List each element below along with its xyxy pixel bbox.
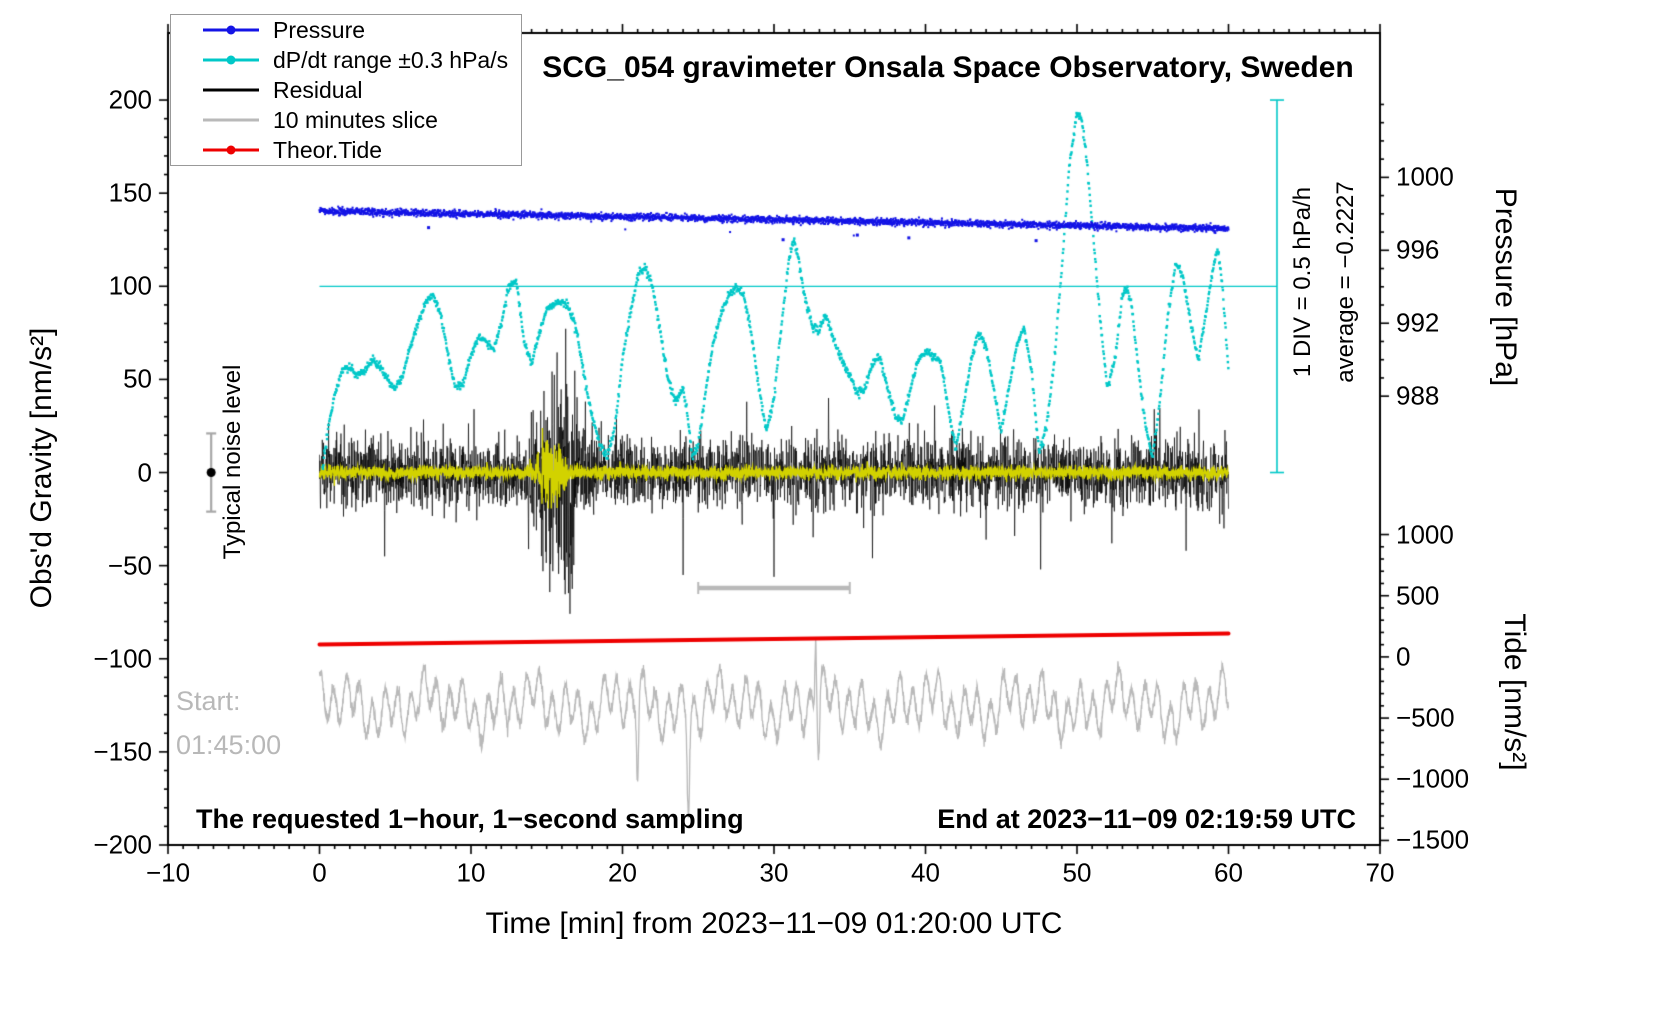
pressure-marker-icon	[203, 15, 259, 45]
tick-label: −100	[93, 643, 152, 674]
legend-item-pressure: Pressure	[171, 15, 521, 45]
start-time: 01:45:00	[176, 730, 282, 760]
tick-label: 1000	[1396, 519, 1454, 550]
tick-label: 500	[1396, 580, 1440, 611]
tick-label: 200	[108, 84, 152, 115]
tick-label: 50	[123, 363, 152, 394]
slice-marker-icon	[203, 105, 259, 135]
tick-label: 150	[108, 177, 152, 208]
tick-label: 70	[1365, 857, 1395, 888]
tick-label: −150	[93, 736, 152, 767]
div-scale-label: 1 DIV = 0.5 hPa/h	[1289, 186, 1316, 378]
residual-marker-icon	[203, 75, 259, 105]
average-label: average = −0.2227	[1332, 181, 1359, 383]
legend-item-residual: Residual	[171, 75, 521, 105]
y-axis-title-pressure: Pressure [hPa]	[1489, 187, 1522, 387]
tick-label: 0	[312, 857, 327, 888]
dpdt-marker-icon	[203, 45, 259, 75]
tick-label: 30	[759, 857, 789, 888]
tick-label: −200	[93, 829, 152, 860]
y-axis-title-gravity: Obs'd Gravity [nm/s²]	[25, 327, 58, 609]
tick-label: 20	[608, 857, 637, 888]
tide-marker-icon	[203, 135, 259, 165]
legend-label: Pressure	[273, 16, 366, 43]
x-axis-title: Time [min] from 2023−11−09 01:20:00 UTC	[485, 907, 1063, 940]
tick-label: −10	[145, 857, 191, 888]
tick-label: −50	[107, 550, 152, 581]
tick-label: 60	[1214, 857, 1243, 888]
tick-label: 10	[456, 857, 486, 888]
tick-label: 1000	[1396, 161, 1454, 192]
sampling-note: The requested 1−hour, 1−second sampling	[196, 804, 744, 834]
tick-label: 988	[1396, 380, 1440, 411]
legend-item-tide: Theor.Tide	[171, 135, 521, 165]
legend-label: Residual	[273, 76, 363, 103]
tick-label: 50	[1062, 857, 1092, 888]
end-time-note: End at 2023−11−09 02:19:59 UTC	[937, 804, 1356, 834]
tick-label: 100	[108, 270, 152, 301]
legend-item-slice: 10 minutes slice	[171, 105, 521, 135]
tick-label: 40	[911, 857, 940, 888]
tick-label: −1000	[1396, 763, 1470, 794]
tick-label: 996	[1396, 234, 1440, 265]
start-label: Start:	[176, 686, 241, 716]
tick-label: −1500	[1396, 824, 1470, 855]
y-axis-title-tide: Tide [nm/s²]	[1498, 613, 1531, 771]
legend-label: Theor.Tide	[273, 136, 383, 163]
tick-label: 0	[137, 457, 152, 488]
legend-label: dP/dt range ±0.3 hPa/s	[273, 46, 509, 73]
legend-box: Pressure dP/dt range ±0.3 hPa/s Residual…	[170, 14, 522, 166]
legend-label: 10 minutes slice	[273, 106, 438, 133]
chart-title: SCG_054 gravimeter Onsala Space Observat…	[542, 51, 1354, 84]
typical-noise-level-label: Typical noise level	[219, 364, 246, 560]
tick-label: −500	[1396, 702, 1455, 733]
tick-label: 0	[1396, 641, 1411, 672]
tick-label: 992	[1396, 307, 1440, 338]
legend-item-dpdt: dP/dt range ±0.3 hPa/s	[171, 45, 521, 75]
